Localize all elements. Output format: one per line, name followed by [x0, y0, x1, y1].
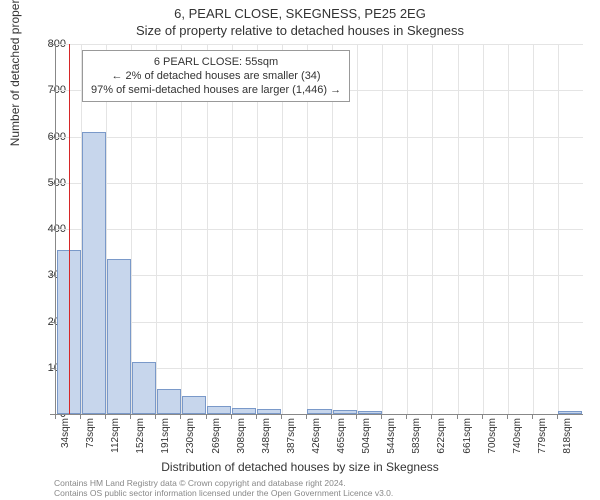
bar	[358, 411, 382, 414]
bar	[207, 406, 231, 414]
x-tick-label: 700sqm	[487, 418, 499, 458]
bar	[558, 411, 582, 414]
bar	[257, 409, 281, 414]
gridline-v	[432, 44, 433, 414]
gridline-v	[382, 44, 383, 414]
y-axis-label: Number of detached properties	[8, 0, 22, 146]
chart-title: 6, PEARL CLOSE, SKEGNESS, PE25 2EG	[0, 6, 600, 21]
x-tick-label: 661sqm	[462, 418, 474, 458]
footer-line: Contains HM Land Registry data © Crown c…	[54, 478, 393, 488]
gridline-v	[483, 44, 484, 414]
gridline-v	[407, 44, 408, 414]
x-tick-label: 779sqm	[537, 418, 549, 458]
bar	[232, 408, 256, 414]
x-tick-label: 544sqm	[386, 418, 398, 458]
bar	[132, 362, 156, 414]
x-tick-label: 34sqm	[60, 418, 72, 458]
x-tick-label: 583sqm	[411, 418, 423, 458]
x-tick-label: 112sqm	[110, 418, 122, 458]
bar	[307, 409, 331, 414]
info-box: 6 PEARL CLOSE: 55sqm ← 2% of detached ho…	[82, 50, 350, 102]
bar	[107, 259, 131, 414]
x-tick-label: 465sqm	[336, 418, 348, 458]
gridline-v	[458, 44, 459, 414]
footer: Contains HM Land Registry data © Crown c…	[54, 478, 393, 498]
bar	[333, 410, 357, 414]
bar	[82, 132, 106, 414]
x-tick-label: 740sqm	[512, 418, 524, 458]
gridline-h	[56, 44, 583, 45]
footer-line: Contains OS public sector information li…	[54, 488, 393, 498]
gridline-h	[56, 137, 583, 138]
chart-container: 6, PEARL CLOSE, SKEGNESS, PE25 2EG Size …	[0, 0, 600, 500]
x-tick-label: 230sqm	[185, 418, 197, 458]
x-tick-label: 622sqm	[436, 418, 448, 458]
x-tick-label: 387sqm	[286, 418, 298, 458]
gridline-h	[56, 183, 583, 184]
x-tick-label: 504sqm	[361, 418, 373, 458]
x-tick-label: 73sqm	[85, 418, 97, 458]
info-line: 6 PEARL CLOSE: 55sqm	[91, 55, 341, 69]
gridline-h	[56, 275, 583, 276]
gridline-v	[558, 44, 559, 414]
info-line: ← 2% of detached houses are smaller (34)	[91, 69, 341, 83]
x-tick-label: 308sqm	[236, 418, 248, 458]
x-tick-label: 191sqm	[160, 418, 172, 458]
gridline-h	[56, 229, 583, 230]
chart-subtitle: Size of property relative to detached ho…	[0, 23, 600, 38]
x-tick-label: 426sqm	[311, 418, 323, 458]
gridline-v	[508, 44, 509, 414]
gridline-h	[56, 322, 583, 323]
bar	[157, 389, 181, 414]
x-tick-label: 348sqm	[261, 418, 273, 458]
info-line: 97% of semi-detached houses are larger (…	[91, 83, 341, 97]
gridline-v	[533, 44, 534, 414]
x-tick-label: 818sqm	[562, 418, 574, 458]
x-axis-label: Distribution of detached houses by size …	[0, 460, 600, 474]
reference-line	[69, 44, 70, 414]
bar	[182, 396, 206, 414]
x-tick-label: 152sqm	[135, 418, 147, 458]
x-tick-label: 269sqm	[211, 418, 223, 458]
gridline-v	[357, 44, 358, 414]
